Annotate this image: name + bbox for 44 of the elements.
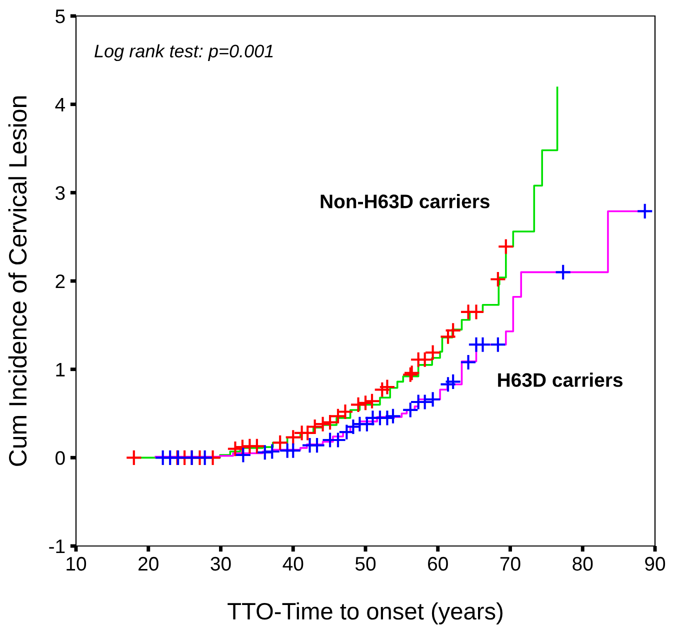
point xyxy=(234,446,252,464)
x-tick-label: 90 xyxy=(645,556,666,571)
y-tick-label: 5 xyxy=(56,10,65,24)
point xyxy=(460,354,477,371)
point xyxy=(234,438,251,456)
point xyxy=(374,381,390,398)
point xyxy=(196,449,214,466)
x-tick-label: 60 xyxy=(428,556,448,571)
point xyxy=(126,449,142,466)
x-axis-title: TTO-Time to onset (years) xyxy=(228,602,502,624)
x-tick-label: 50 xyxy=(355,556,376,571)
y-tick-label: 4 xyxy=(55,98,66,112)
point xyxy=(384,408,402,424)
point xyxy=(264,443,280,460)
x-tick-label: 20 xyxy=(138,556,158,571)
y-tick-label: 1 xyxy=(56,363,65,376)
point xyxy=(378,378,396,396)
point xyxy=(248,438,266,455)
y-tick-label: 2 xyxy=(56,274,65,288)
series-label: H63D carriers xyxy=(498,372,622,387)
point xyxy=(444,373,462,390)
point xyxy=(554,264,572,280)
point xyxy=(308,436,326,454)
point xyxy=(424,391,442,408)
y-tick-label: 3 xyxy=(56,186,65,200)
x-tick-label: 70 xyxy=(500,556,520,571)
y-axis-title: Cum Incidence of Cervical Lesion xyxy=(8,96,27,466)
x-tick-label: 10 xyxy=(66,556,86,571)
x-tick-label: 30 xyxy=(210,556,231,571)
point xyxy=(498,238,514,255)
point xyxy=(284,442,302,459)
point xyxy=(440,376,456,393)
annotation: Log rank test: p=0.001 xyxy=(94,44,273,62)
point xyxy=(490,270,506,288)
point xyxy=(636,202,654,220)
point xyxy=(468,304,485,320)
y-tick-label: 0 xyxy=(56,451,65,465)
point xyxy=(490,336,506,353)
point xyxy=(256,444,274,461)
point xyxy=(272,434,288,451)
x-tick-label: 80 xyxy=(572,556,593,571)
series-label: Non-H63D carriers xyxy=(320,194,490,208)
x-tick-label: 40 xyxy=(282,556,304,571)
y-tick-label: -1 xyxy=(49,540,65,554)
